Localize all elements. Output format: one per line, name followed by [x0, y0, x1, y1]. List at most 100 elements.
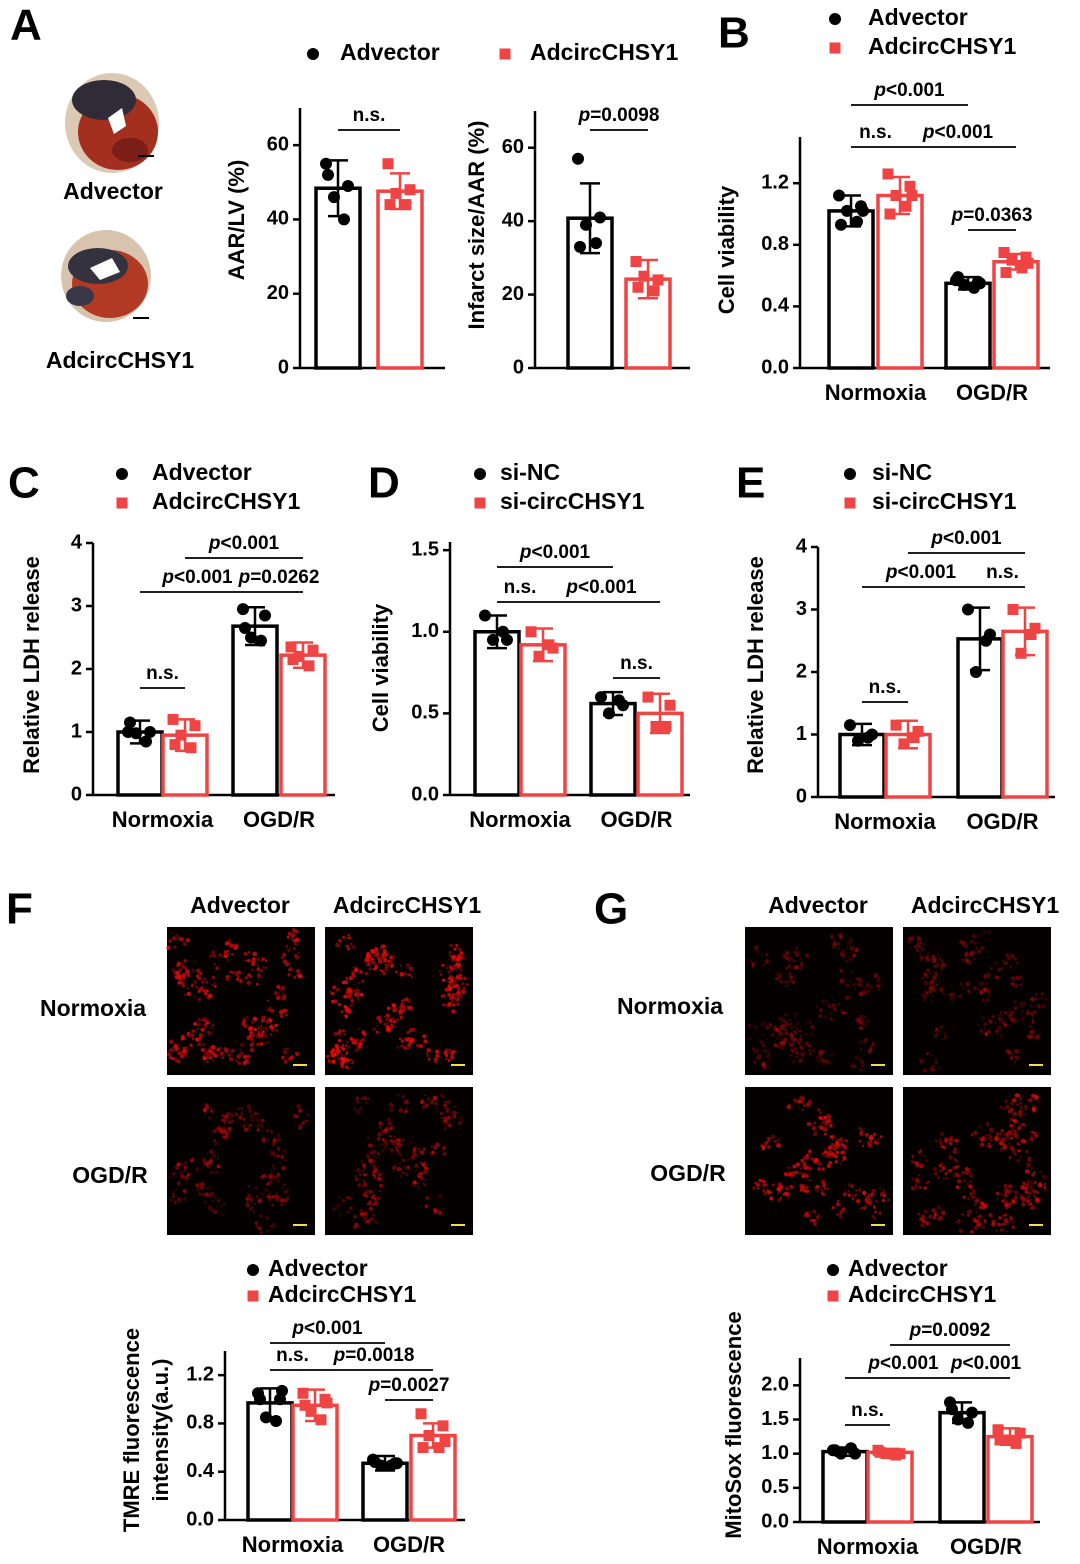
- cell-signal: [935, 983, 939, 987]
- cell-signal: [236, 974, 240, 978]
- cell-signal: [342, 935, 346, 939]
- cell-signal: [773, 1025, 777, 1029]
- cell-signal: [351, 945, 356, 949]
- cell-signal: [181, 965, 185, 968]
- cell-signal: [777, 1030, 783, 1036]
- cell-signal: [367, 1158, 372, 1163]
- cell-signal: [398, 1138, 402, 1142]
- cell-signal: [206, 1159, 212, 1165]
- cell-signal: [935, 1213, 939, 1217]
- cell-signal: [202, 989, 205, 992]
- cell-signal: [1033, 1132, 1039, 1137]
- cell-signal: [790, 956, 794, 959]
- cell-signal: [966, 989, 971, 994]
- cell-signal: [1018, 1160, 1020, 1163]
- cell-signal: [996, 1197, 999, 1200]
- cell-signal: [267, 1192, 272, 1197]
- cell-signal: [1003, 1218, 1009, 1223]
- cell-signal: [969, 951, 973, 954]
- cell-signal: [917, 937, 922, 942]
- data-point: [415, 1408, 427, 1420]
- cell-signal: [1037, 1035, 1041, 1038]
- cell-signal: [265, 1175, 268, 1178]
- cell-signal: [793, 1037, 798, 1043]
- cell-signal: [815, 1184, 820, 1189]
- cell-signal: [925, 1181, 929, 1185]
- x-tick-label: OGD/R: [950, 1534, 1022, 1559]
- cell-signal: [220, 1113, 225, 1117]
- cell-signal: [937, 1205, 939, 1208]
- cell-signal: [366, 1219, 371, 1224]
- cell-signal: [392, 1142, 396, 1146]
- cell-signal: [363, 1181, 366, 1184]
- cell-signal: [763, 1049, 767, 1053]
- bar: [938, 1410, 986, 1524]
- cell-signal: [1030, 1198, 1033, 1201]
- cell-signal: [224, 1135, 229, 1141]
- heart-label: AdcircCHSY1: [46, 347, 194, 373]
- cell-signal: [400, 1044, 404, 1048]
- cell-signal: [1025, 1185, 1028, 1189]
- cell-signal: [433, 1146, 436, 1150]
- cell-signal: [204, 1103, 208, 1107]
- cell-signal: [221, 1129, 227, 1135]
- cell-signal: [847, 940, 853, 945]
- x-tick-label: Normoxia: [825, 380, 927, 405]
- cell-signal: [351, 1061, 354, 1065]
- cell-signal: [920, 1214, 926, 1219]
- cell-signal: [405, 1046, 410, 1051]
- cell-signal: [824, 1122, 829, 1127]
- x-tick-label: Normoxia: [242, 1532, 344, 1557]
- cell-signal: [849, 980, 852, 983]
- cell-signal: [808, 1048, 811, 1052]
- cell-signal: [450, 1054, 454, 1058]
- cell-signal: [942, 1145, 946, 1150]
- cell-signal: [231, 971, 235, 974]
- cell-signal: [461, 982, 465, 985]
- cell-signal: [1042, 1186, 1048, 1191]
- y-tick-label: 20: [502, 283, 524, 305]
- data-point: [400, 199, 412, 211]
- cell-signal: [434, 1096, 439, 1100]
- cell-signal: [952, 1174, 956, 1178]
- cell-signal: [801, 1184, 807, 1189]
- cell-signal: [802, 1161, 806, 1166]
- cell-signal: [830, 1134, 836, 1139]
- cell-signal: [784, 955, 790, 961]
- cell-signal: [853, 1065, 857, 1068]
- cell-signal: [813, 1222, 817, 1226]
- cell-signal: [823, 1118, 826, 1121]
- cell-signal: [211, 950, 216, 955]
- cell-signal: [932, 1216, 936, 1220]
- cell-signal: [967, 1197, 970, 1201]
- cell-signal: [924, 990, 928, 994]
- cell-signal: [198, 1032, 204, 1038]
- data-point: [391, 1457, 403, 1470]
- cell-signal: [818, 1124, 823, 1129]
- cell-signal: [846, 946, 849, 948]
- cell-signal: [800, 1158, 805, 1163]
- cell-signal: [362, 1179, 367, 1183]
- cell-signal: [263, 1020, 266, 1023]
- cell-signal: [1037, 1033, 1040, 1036]
- cell-signal: [413, 1153, 416, 1156]
- data-point: [299, 1399, 311, 1411]
- cell-signal: [264, 1187, 268, 1192]
- cell-signal: [757, 1053, 762, 1059]
- cell-signal: [858, 991, 863, 997]
- y-axis-label: intensity(a.u.): [148, 1358, 173, 1501]
- cell-signal: [859, 979, 863, 983]
- cell-signal: [907, 939, 912, 945]
- cell-signal: [870, 1202, 873, 1205]
- cell-signal: [789, 1048, 793, 1051]
- cell-signal: [442, 1153, 445, 1156]
- cell-signal: [368, 1200, 372, 1204]
- cell-signal: [354, 1222, 358, 1227]
- cell-signal: [247, 1195, 251, 1199]
- cell-signal: [790, 1037, 796, 1042]
- cell-signal: [791, 1025, 794, 1028]
- cell-signal: [939, 966, 944, 970]
- cell-signal: [916, 941, 922, 947]
- data-point: [844, 719, 856, 732]
- x-tick-label: Normoxia: [112, 807, 214, 832]
